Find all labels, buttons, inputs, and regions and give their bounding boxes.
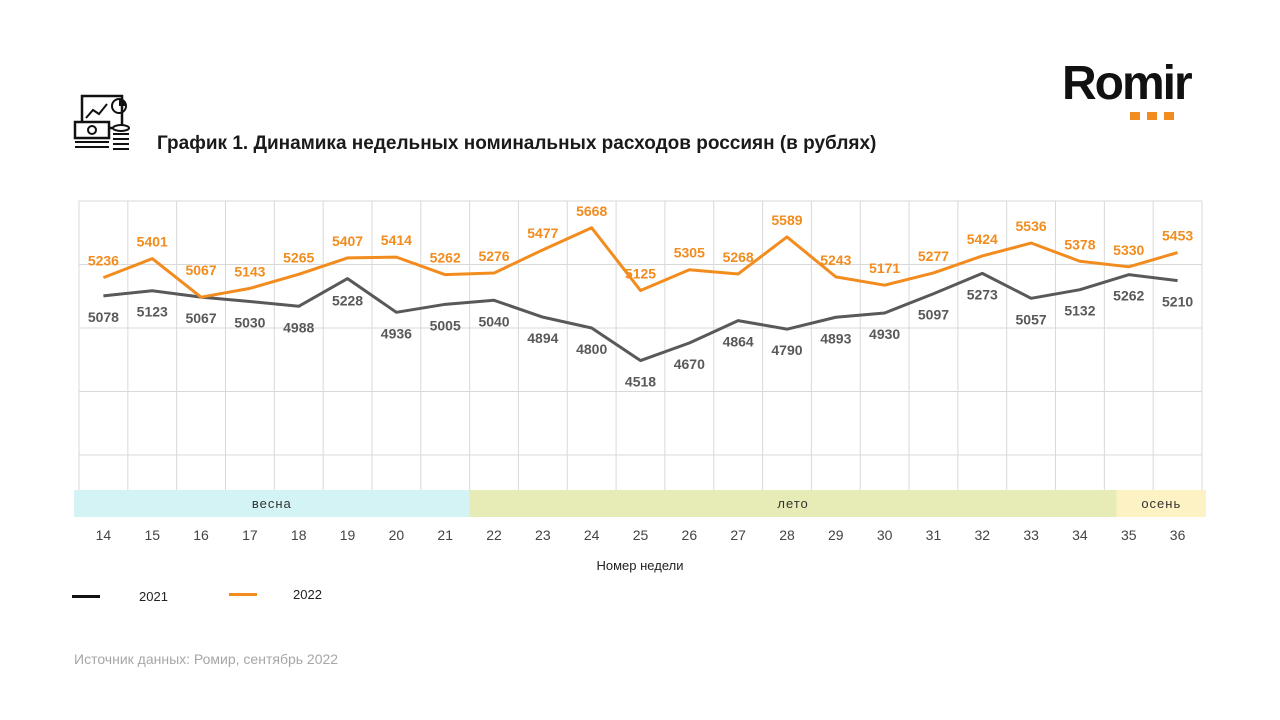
data-label-2022: 5171 bbox=[869, 260, 900, 276]
data-label-2022: 5262 bbox=[430, 250, 461, 266]
data-label-2021: 5210 bbox=[1162, 294, 1193, 310]
data-label-2022: 5236 bbox=[88, 253, 119, 269]
data-label-2022: 5424 bbox=[967, 231, 998, 247]
data-label-2022: 5067 bbox=[185, 262, 216, 278]
data-label-2021: 5005 bbox=[430, 317, 461, 333]
data-label-2022: 5268 bbox=[723, 249, 754, 265]
legend-label-2021: 2021 bbox=[139, 589, 168, 604]
x-tick-label: 36 bbox=[1170, 527, 1186, 543]
data-label-2022: 5401 bbox=[137, 234, 168, 250]
data-label-2021: 4670 bbox=[674, 356, 705, 372]
x-axis-label: Номер недели bbox=[596, 558, 684, 573]
romir-logo: Romir bbox=[1062, 57, 1193, 110]
data-label-2021: 5057 bbox=[1016, 311, 1047, 327]
x-tick-label: 34 bbox=[1072, 527, 1088, 543]
data-label-2021: 4800 bbox=[576, 341, 607, 357]
series-line-2021 bbox=[103, 271, 1178, 363]
x-tick-label: 23 bbox=[535, 527, 551, 543]
data-label-2022: 5265 bbox=[283, 249, 314, 265]
x-tick-label: 29 bbox=[828, 527, 844, 543]
data-label-2021: 5273 bbox=[967, 286, 998, 302]
x-tick-label: 15 bbox=[144, 527, 160, 543]
chart-title: График 1. Динамика недельных номинальных… bbox=[157, 133, 877, 154]
data-label-2022: 5276 bbox=[478, 248, 509, 264]
season-band-1 bbox=[74, 490, 470, 517]
data-label-2021: 5228 bbox=[332, 293, 363, 309]
data-label-2022: 5305 bbox=[674, 245, 705, 261]
x-tick-label: 16 bbox=[193, 527, 209, 543]
x-tick-label: 20 bbox=[389, 527, 405, 543]
x-tick-label: 25 bbox=[633, 527, 649, 543]
x-tick-label: 17 bbox=[242, 527, 258, 543]
source-note: Источник данных: Ромир, сентябрь 2022 bbox=[74, 651, 339, 667]
season-label: лето bbox=[777, 496, 808, 511]
x-tick-label: 18 bbox=[291, 527, 307, 543]
data-label-2021: 5097 bbox=[918, 307, 949, 323]
x-tick-label: 21 bbox=[437, 527, 453, 543]
x-tick-label: 35 bbox=[1121, 527, 1137, 543]
data-label-2021: 4893 bbox=[820, 330, 851, 346]
finance-report-icon bbox=[73, 94, 133, 152]
data-label-2021: 4518 bbox=[625, 374, 656, 390]
x-tick-label: 32 bbox=[974, 527, 990, 543]
data-label-2022: 5536 bbox=[1016, 218, 1047, 234]
data-label-2021: 5040 bbox=[478, 313, 509, 329]
data-label-2022: 5668 bbox=[576, 203, 607, 219]
season-band-2 bbox=[469, 490, 1117, 517]
data-label-2021: 4930 bbox=[869, 326, 900, 342]
data-label-2021: 4894 bbox=[527, 330, 558, 346]
data-label-2021: 5262 bbox=[1113, 288, 1144, 304]
legend-line-2021 bbox=[72, 595, 100, 598]
data-label-2022: 5414 bbox=[381, 232, 412, 248]
data-label-2021: 5078 bbox=[88, 309, 119, 325]
legend-label-2022: 2022 bbox=[293, 587, 322, 602]
data-label-2022: 5143 bbox=[234, 263, 265, 279]
data-label-2021: 4936 bbox=[381, 325, 412, 341]
data-label-2022: 5125 bbox=[625, 265, 656, 281]
data-label-2021: 5030 bbox=[234, 314, 265, 330]
data-label-2022: 5407 bbox=[332, 233, 363, 249]
data-label-2022: 5277 bbox=[918, 248, 949, 264]
series-line-2022 bbox=[102, 226, 1179, 299]
data-label-2022: 5453 bbox=[1162, 228, 1193, 244]
x-tick-label: 24 bbox=[584, 527, 600, 543]
x-tick-label: 30 bbox=[877, 527, 893, 543]
x-tick-label: 19 bbox=[340, 527, 356, 543]
data-label-2022: 5477 bbox=[527, 225, 558, 241]
season-band-3 bbox=[1116, 490, 1206, 517]
x-tick-label: 22 bbox=[486, 527, 502, 543]
data-label-2022: 5243 bbox=[820, 252, 851, 268]
season-label: весна bbox=[252, 496, 292, 511]
x-tick-label: 27 bbox=[730, 527, 746, 543]
data-label-2021: 5123 bbox=[137, 304, 168, 320]
data-label-2021: 4988 bbox=[283, 319, 314, 335]
data-label-2021: 5132 bbox=[1064, 303, 1095, 319]
x-tick-label: 31 bbox=[926, 527, 942, 543]
season-label: осень bbox=[1141, 496, 1181, 511]
data-label-2021: 4864 bbox=[723, 334, 754, 350]
x-tick-label: 26 bbox=[682, 527, 698, 543]
x-tick-label: 33 bbox=[1023, 527, 1039, 543]
data-label-2021: 5067 bbox=[185, 310, 216, 326]
data-label-2022: 5589 bbox=[771, 212, 802, 228]
logo-dots-icon bbox=[1130, 112, 1174, 122]
x-tick-label: 28 bbox=[779, 527, 795, 543]
data-label-2021: 4790 bbox=[771, 342, 802, 358]
legend-line-2022 bbox=[229, 593, 257, 596]
x-tick-label: 14 bbox=[96, 527, 112, 543]
data-label-2022: 5330 bbox=[1113, 242, 1144, 258]
data-label-2022: 5378 bbox=[1064, 236, 1095, 252]
